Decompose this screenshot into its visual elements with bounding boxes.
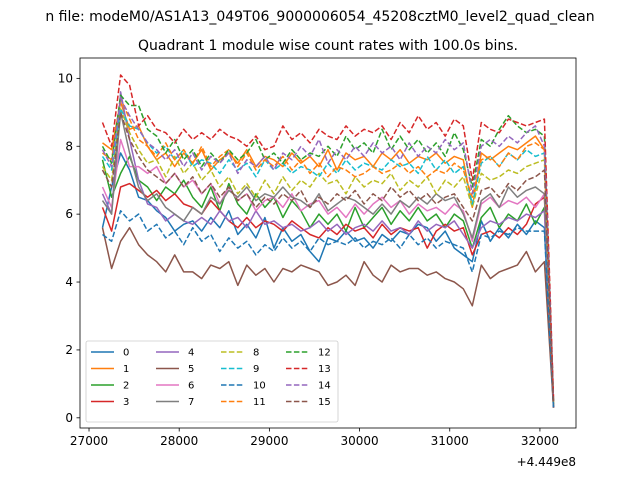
x-tick-label: 28000 <box>160 434 198 448</box>
legend-frame <box>85 340 339 423</box>
legend-label: 6 <box>188 381 194 392</box>
legend-entry-0: 0 <box>91 348 129 359</box>
legend-entry-13: 13 <box>286 364 331 375</box>
x-axis: 27000 28000 29000 30000 31000 32000 <box>70 428 559 448</box>
series-layer <box>101 74 555 408</box>
y-tick-label: 0 <box>65 411 73 425</box>
legend-entry-12: 12 <box>286 348 331 359</box>
legend-label: 5 <box>188 364 194 375</box>
legend-entry-3: 3 <box>91 397 129 408</box>
legend-entry-5: 5 <box>156 364 194 375</box>
y-tick-label: 10 <box>58 71 73 85</box>
series-line-15 <box>101 111 555 405</box>
x-tick-label: 30000 <box>340 434 378 448</box>
legend-entry-2: 2 <box>91 381 129 392</box>
legend-entry-8: 8 <box>221 348 259 359</box>
legend-entry-15: 15 <box>286 397 331 408</box>
y-tick-label: 2 <box>65 343 73 357</box>
y-axis: 0 2 4 6 8 10 <box>58 71 80 425</box>
legend-label: 7 <box>188 397 194 408</box>
legend-label: 1 <box>123 364 129 375</box>
series-line-8 <box>101 108 555 405</box>
series-line-14 <box>101 97 555 401</box>
legend-entry-6: 6 <box>156 381 194 392</box>
legend-label: 2 <box>123 381 129 392</box>
series-line-3 <box>101 182 555 408</box>
legend-label: 13 <box>318 364 331 375</box>
chart-title: Quadrant 1 module wise count rates with … <box>138 38 518 54</box>
x-tick-label: 29000 <box>250 434 288 448</box>
y-tick-label: 6 <box>65 207 73 221</box>
legend-label: 15 <box>318 397 331 408</box>
legend-entry-9: 9 <box>221 364 259 375</box>
legend-label: 11 <box>253 397 266 408</box>
legend-entry-10: 10 <box>221 381 266 392</box>
legend-label: 0 <box>123 348 129 359</box>
y-tick-label: 4 <box>65 275 73 289</box>
plot-area <box>79 57 577 429</box>
legend-label: 8 <box>253 348 259 359</box>
legend-label: 12 <box>318 348 331 359</box>
legend-entry-14: 14 <box>286 381 331 392</box>
figure-suptitle: n file: modeM0/AS1A13_049T06_9000006054_… <box>45 9 594 25</box>
series-line-10 <box>102 210 555 408</box>
series-line-12 <box>101 94 555 401</box>
legend-entry-1: 1 <box>91 364 129 375</box>
y-tick-label: 8 <box>65 139 73 153</box>
legend-label: 10 <box>253 381 266 392</box>
legend-label: 3 <box>123 397 129 408</box>
series-line-5 <box>101 226 555 408</box>
x-tick-label: 32000 <box>521 434 559 448</box>
legend-entry-7: 7 <box>156 397 194 408</box>
legend-label: 9 <box>253 364 259 375</box>
axes-frame <box>79 57 577 429</box>
legend-label: 14 <box>318 381 331 392</box>
series-line-2 <box>101 155 555 408</box>
legend-label: 4 <box>188 348 194 359</box>
legend-entry-4: 4 <box>156 348 194 359</box>
x-tick-label: 27000 <box>70 434 108 448</box>
x-tick-label: 31000 <box>431 434 469 448</box>
series-line-13 <box>101 74 555 398</box>
x-axis-offset-label: +4.449e8 <box>517 455 576 469</box>
legend-entry-11: 11 <box>221 397 266 408</box>
series-line-7 <box>101 111 555 405</box>
